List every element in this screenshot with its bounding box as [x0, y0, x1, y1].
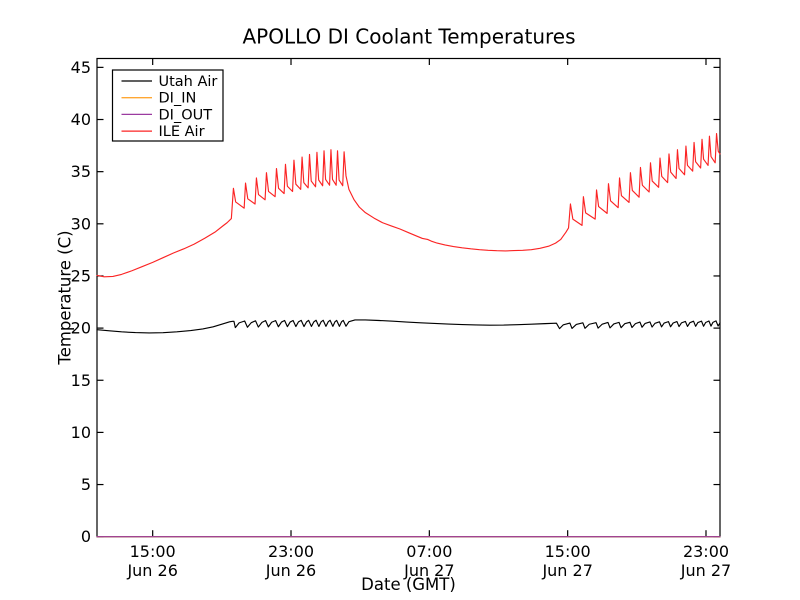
x-tick-label-date: Jun 26 [126, 561, 177, 580]
legend-label-di-out: DI_OUT [159, 107, 213, 123]
legend-label-di-in: DI_IN [159, 91, 197, 107]
x-tick-label-date: Jun 27 [680, 561, 731, 580]
y-tick-label: 30 [71, 214, 91, 233]
x-tick-label-date: Jun 27 [403, 561, 454, 580]
y-tick-label: 25 [71, 266, 91, 285]
x-tick-label-time: 07:00 [406, 542, 452, 561]
legend-label-ile-air: ILE Air [159, 124, 205, 140]
series-layer [96, 133, 721, 538]
y-tick-label: 40 [71, 110, 91, 129]
x-tick-label-time: 15:00 [130, 542, 176, 561]
y-axis-label: Temperature (C) [56, 230, 75, 365]
y-tick-label: 45 [71, 58, 91, 77]
x-tick-label-time: 15:00 [545, 542, 591, 561]
x-tick-label-time: 23:00 [683, 542, 729, 561]
y-tick-label: 20 [71, 319, 91, 338]
chart-title: APOLLO DI Coolant Temperatures [242, 25, 575, 49]
legend-label-utah-air: Utah Air [159, 74, 218, 90]
x-tick-label-time: 23:00 [268, 542, 314, 561]
series-utah-air [96, 319, 721, 334]
x-axis-label: Date (GMT) [361, 575, 456, 594]
y-tick-label: 0 [81, 527, 91, 546]
y-tick-label: 35 [71, 162, 91, 181]
legend-box [111, 69, 224, 142]
y-tick-label: 15 [71, 371, 91, 390]
x-tick-label-date: Jun 26 [265, 561, 316, 580]
y-tick-label: 5 [81, 475, 91, 494]
x-tick-label-date: Jun 27 [541, 561, 592, 580]
y-tick-label: 10 [71, 423, 91, 442]
series-ile-air [96, 133, 721, 278]
